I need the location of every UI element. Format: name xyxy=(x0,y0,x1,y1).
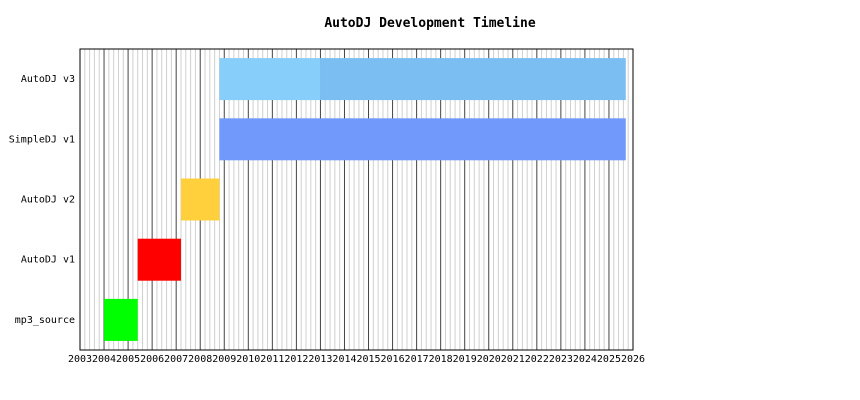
x-tick-label: 2016 xyxy=(381,354,405,365)
x-tick-label: 2015 xyxy=(356,354,380,365)
timeline-bar-autodj-v3 xyxy=(320,58,626,101)
x-tick-label: 2012 xyxy=(284,354,308,365)
category-label: SimpleDJ v1 xyxy=(9,134,75,145)
x-tick-label: 2004 xyxy=(92,354,116,365)
x-tick-label: 2017 xyxy=(405,354,429,365)
x-tick-label: 2026 xyxy=(621,354,645,365)
timeline-bar-simpledj-v1 xyxy=(219,118,626,161)
x-tick-label: 2011 xyxy=(260,354,284,365)
x-tick-label: 2020 xyxy=(477,354,501,365)
x-tick-label: 2005 xyxy=(116,354,140,365)
category-label: AutoDJ v2 xyxy=(21,195,75,206)
timeline-bar-autodj-v3 xyxy=(219,58,321,101)
timeline-bar-autodj-v2 xyxy=(180,178,220,221)
timeline-bar-mp3-source xyxy=(104,298,138,341)
category-label: mp3_source xyxy=(15,315,75,326)
x-tick-label: 2010 xyxy=(236,354,260,365)
x-tick-label: 2023 xyxy=(549,354,573,365)
x-tick-label: 2009 xyxy=(212,354,236,365)
category-label: AutoDJ v1 xyxy=(21,255,75,266)
x-tick-label: 2019 xyxy=(453,354,477,365)
x-tick-label: 2007 xyxy=(164,354,188,365)
x-tick-label: 2014 xyxy=(332,354,356,365)
x-tick-label: 2018 xyxy=(429,354,453,365)
x-tick-label: 2024 xyxy=(573,354,597,365)
x-tick-label: 2022 xyxy=(525,354,549,365)
category-label: AutoDJ v3 xyxy=(21,74,75,85)
x-tick-label: 2008 xyxy=(188,354,212,365)
x-tick-label: 2021 xyxy=(501,354,525,365)
x-tick-label: 2013 xyxy=(308,354,332,365)
timeline-bar-autodj-v1 xyxy=(137,238,181,281)
x-tick-label: 2006 xyxy=(140,354,164,365)
x-tick-label: 2025 xyxy=(597,354,621,365)
chart-title: AutoDJ Development Timeline xyxy=(324,16,536,31)
plot-border xyxy=(79,48,634,351)
x-tick-label: 2003 xyxy=(68,354,92,365)
